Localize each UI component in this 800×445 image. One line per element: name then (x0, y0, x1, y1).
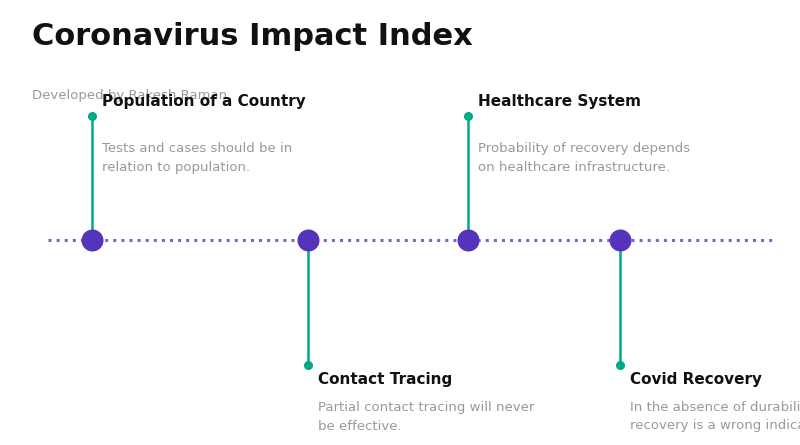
Text: Covid Recovery: Covid Recovery (630, 372, 762, 387)
Text: Population of a Country: Population of a Country (102, 94, 306, 109)
Text: Probability of recovery depends
on healthcare infrastructure.: Probability of recovery depends on healt… (478, 142, 690, 174)
Point (86, 112, 98, 119)
Text: Tests and cases should be in
relation to population.: Tests and cases should be in relation to… (102, 142, 292, 174)
Point (86, 237, 98, 244)
Point (462, 237, 474, 244)
Text: In the absence of durability data,
recovery is a wrong indicator.: In the absence of durability data, recov… (630, 400, 800, 433)
Point (302, 361, 314, 368)
Point (302, 237, 314, 244)
Point (614, 361, 626, 368)
Text: Healthcare System: Healthcare System (478, 94, 641, 109)
Text: Partial contact tracing will never
be effective.: Partial contact tracing will never be ef… (318, 400, 534, 433)
Point (462, 112, 474, 119)
Text: Developed by Rakesh Raman: Developed by Rakesh Raman (32, 89, 227, 102)
Text: Coronavirus Impact Index: Coronavirus Impact Index (32, 22, 473, 51)
Text: Contact Tracing: Contact Tracing (318, 372, 452, 387)
Point (614, 237, 626, 244)
